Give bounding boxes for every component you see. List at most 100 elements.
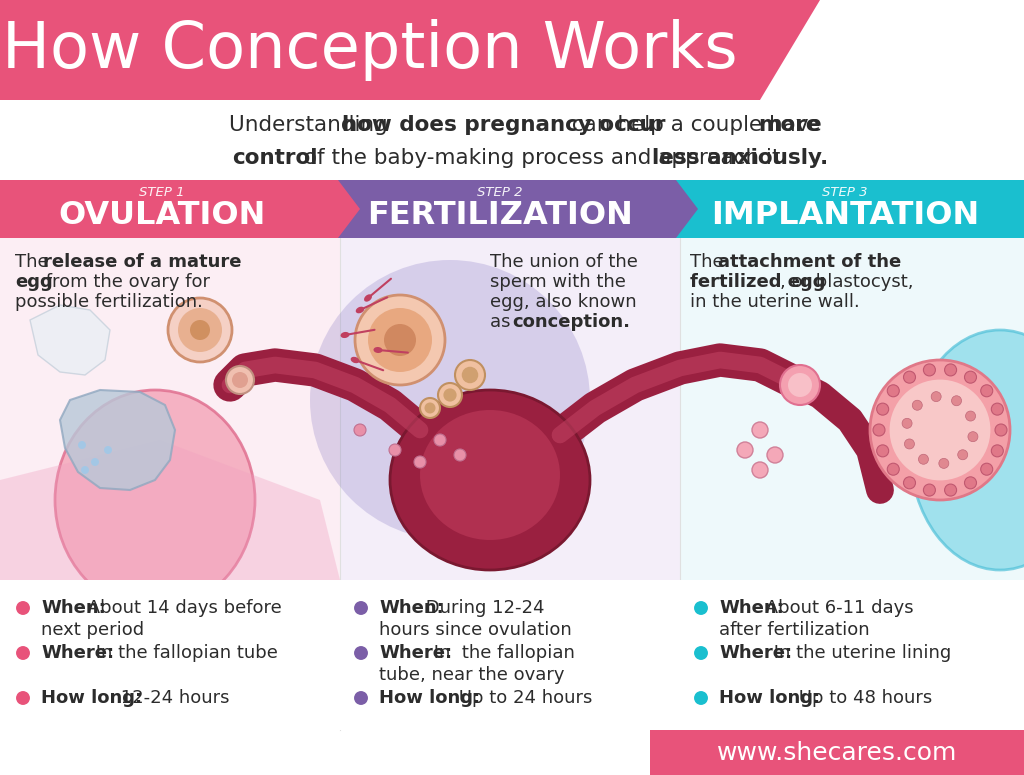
Circle shape [873, 424, 885, 436]
Circle shape [957, 449, 968, 460]
Polygon shape [0, 440, 340, 580]
Polygon shape [0, 180, 362, 238]
Circle shape [434, 434, 446, 446]
Polygon shape [30, 305, 110, 375]
Text: how does pregnancy occur: how does pregnancy occur [341, 115, 665, 135]
Circle shape [951, 396, 962, 406]
Text: Up to 48 hours: Up to 48 hours [793, 689, 932, 707]
Circle shape [104, 446, 112, 454]
Text: STEP 2: STEP 2 [477, 187, 522, 199]
Text: as: as [490, 313, 516, 331]
Ellipse shape [390, 390, 590, 570]
Text: 12-24 hours: 12-24 hours [115, 689, 229, 707]
Circle shape [767, 447, 783, 463]
Circle shape [965, 371, 977, 383]
Ellipse shape [341, 332, 349, 338]
Text: OVULATION: OVULATION [58, 199, 265, 230]
Circle shape [780, 365, 820, 405]
Text: Up to 24 hours: Up to 24 hours [453, 689, 592, 707]
Text: When:: When: [41, 599, 105, 617]
Circle shape [870, 360, 1010, 500]
Circle shape [966, 411, 976, 421]
Circle shape [919, 454, 929, 464]
Text: In the uterine lining: In the uterine lining [768, 644, 951, 662]
Text: The: The [690, 253, 729, 271]
Circle shape [455, 360, 485, 390]
Bar [650, 730, 1024, 775]
Circle shape [924, 364, 935, 376]
Text: fertilized egg: fertilized egg [690, 273, 825, 291]
Circle shape [931, 391, 941, 401]
Circle shape [420, 398, 440, 418]
Text: control: control [232, 148, 317, 168]
Text: in the uterine wall.: in the uterine wall. [690, 293, 860, 311]
Circle shape [454, 449, 466, 461]
Text: less anxiously.: less anxiously. [652, 148, 828, 168]
Circle shape [981, 463, 992, 475]
Circle shape [693, 690, 709, 706]
Circle shape [902, 418, 912, 429]
Text: Understanding: Understanding [228, 115, 394, 135]
Circle shape [178, 308, 222, 352]
Circle shape [693, 645, 709, 661]
Circle shape [353, 600, 369, 616]
Text: of the baby-making process and approach it: of the baby-making process and approach … [298, 148, 787, 168]
Text: About 6-11 days: About 6-11 days [760, 599, 913, 617]
Circle shape [226, 366, 254, 394]
Text: When:: When: [379, 599, 443, 617]
Circle shape [944, 484, 956, 496]
Text: sperm with the: sperm with the [490, 273, 626, 291]
Text: In the fallopian tube: In the fallopian tube [90, 644, 279, 662]
Text: more: more [758, 115, 820, 135]
Text: In  the fallopian: In the fallopian [428, 644, 575, 662]
Circle shape [168, 298, 232, 362]
Circle shape [462, 367, 478, 384]
Text: How Conception Works: How Conception Works [2, 19, 738, 81]
Text: When:: When: [719, 599, 783, 617]
Circle shape [15, 645, 31, 661]
Text: IMPLANTATION: IMPLANTATION [711, 199, 979, 230]
Circle shape [890, 380, 990, 480]
Text: after fertilization: after fertilization [719, 621, 869, 639]
Circle shape [924, 484, 935, 496]
Circle shape [903, 371, 915, 383]
Text: STEP 3: STEP 3 [822, 187, 867, 199]
Ellipse shape [420, 410, 560, 540]
Ellipse shape [350, 356, 359, 363]
Text: During 12-24: During 12-24 [420, 599, 545, 617]
Text: hours since ovulation: hours since ovulation [379, 621, 571, 639]
Text: from the ovary for: from the ovary for [40, 273, 210, 291]
Text: The union of the: The union of the [490, 253, 638, 271]
Bar [680, 238, 1024, 580]
Circle shape [752, 422, 768, 438]
Circle shape [353, 690, 369, 706]
Circle shape [15, 600, 31, 616]
Text: , or blastocyst,: , or blastocyst, [780, 273, 913, 291]
Text: Where:: Where: [719, 644, 793, 662]
Text: FERTILIZATION: FERTILIZATION [367, 199, 633, 230]
Bar [0, 580, 1024, 730]
Circle shape [912, 400, 923, 410]
Circle shape [190, 320, 210, 340]
Circle shape [903, 477, 915, 489]
Circle shape [788, 373, 812, 397]
Ellipse shape [365, 294, 372, 301]
Text: About 14 days before: About 14 days before [82, 599, 282, 617]
Circle shape [995, 424, 1007, 436]
Text: How long:: How long: [719, 689, 820, 707]
Circle shape [693, 600, 709, 616]
Text: attachment of the: attachment of the [718, 253, 901, 271]
Text: release of a mature: release of a mature [43, 253, 242, 271]
Circle shape [368, 308, 432, 372]
Circle shape [353, 645, 369, 661]
Circle shape [354, 424, 366, 436]
Circle shape [991, 403, 1004, 415]
Circle shape [877, 403, 889, 415]
Circle shape [384, 324, 416, 356]
Polygon shape [676, 180, 1024, 238]
Ellipse shape [55, 390, 255, 610]
Circle shape [443, 388, 457, 401]
Bar [340, 238, 680, 580]
Ellipse shape [355, 307, 365, 313]
Circle shape [887, 463, 899, 475]
